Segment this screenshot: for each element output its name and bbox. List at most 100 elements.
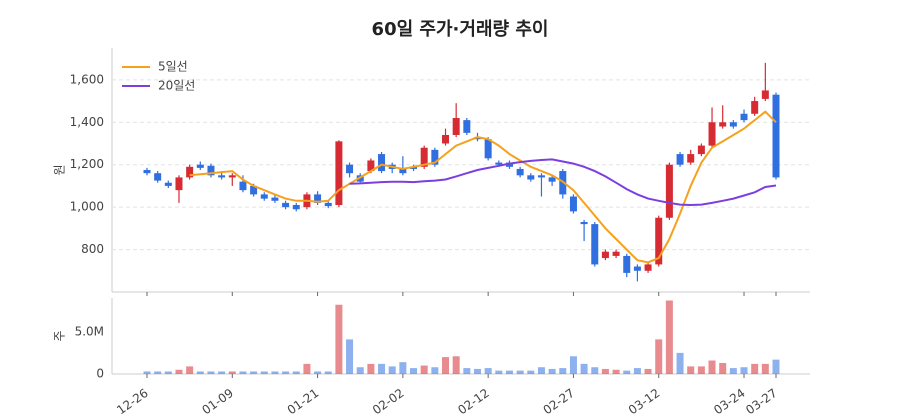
candle-body — [580, 221, 588, 225]
x-tick-label: 12-26 — [114, 386, 151, 417]
volume-bar — [378, 363, 386, 374]
x-tick-label: 02-27 — [541, 386, 578, 417]
candle-body — [367, 160, 375, 172]
candle-body — [143, 170, 151, 174]
volume-bar — [548, 368, 556, 374]
candle-body — [505, 162, 513, 167]
y-tick-label: 0 — [96, 367, 104, 381]
candle-body — [484, 139, 492, 159]
volume-bar — [665, 300, 673, 374]
volume-bar — [719, 363, 727, 374]
candle-body — [452, 118, 460, 135]
candle-body — [751, 101, 759, 114]
candle-body — [239, 181, 247, 191]
volume-bar — [580, 363, 588, 374]
volume-bar — [335, 304, 343, 374]
chart-title: 60일 주가·거래량 추이 — [372, 19, 549, 40]
candle-body — [687, 154, 695, 163]
y-axis-label: 주 — [53, 330, 67, 341]
volume-bar — [537, 367, 545, 374]
volume-bar — [516, 370, 524, 374]
y-tick-label: 5.0M — [75, 324, 104, 338]
candle-body — [697, 145, 705, 155]
candle-body — [719, 122, 727, 127]
volume-bar — [260, 371, 268, 374]
volume-bar — [367, 363, 375, 374]
x-tick-label: 01-21 — [285, 386, 322, 417]
volume-bar — [473, 368, 481, 374]
volume-bar — [697, 366, 705, 374]
volume-bar — [569, 356, 577, 374]
ma-line — [189, 110, 777, 264]
candle-body — [410, 166, 418, 169]
candle-body — [292, 205, 300, 210]
volume-bar — [442, 357, 450, 374]
legend-label: 20일선 — [158, 79, 195, 93]
volume-bar — [431, 367, 439, 374]
y-tick-label: 1,200 — [70, 157, 104, 171]
volume-bar — [186, 366, 194, 374]
volume-bar — [751, 363, 759, 374]
volume-bar — [356, 367, 364, 374]
volume-bar — [292, 371, 300, 374]
y-axis-label: 원 — [53, 164, 67, 175]
x-tick-label: 02-02 — [370, 386, 407, 417]
candle-body — [207, 165, 215, 176]
candle-body — [260, 194, 268, 199]
candle-body — [196, 164, 204, 168]
volume-bar — [239, 371, 247, 374]
candle-body — [218, 175, 226, 178]
volume-bar — [207, 371, 215, 374]
candle-body — [601, 251, 609, 259]
candle-body — [346, 164, 354, 174]
volume-bar — [143, 371, 151, 374]
candle-body — [282, 202, 290, 208]
candle-body — [495, 162, 503, 165]
volume-bar — [623, 370, 631, 374]
y-tick-label: 1,000 — [70, 200, 104, 214]
volume-bar — [740, 367, 748, 374]
candle-body — [676, 154, 684, 165]
volume-bar — [495, 370, 503, 374]
volume-bar — [250, 371, 258, 374]
volume-bar — [175, 369, 183, 374]
volume-bar — [218, 371, 226, 374]
volume-bar — [708, 360, 716, 374]
candle-body — [655, 217, 663, 265]
candle-body — [463, 120, 471, 133]
volume-bar — [164, 371, 172, 374]
candle-body — [623, 255, 631, 273]
volume-bar — [655, 339, 663, 374]
volume-bar — [761, 363, 769, 374]
candle-body — [175, 177, 183, 191]
volume-bar — [282, 371, 290, 374]
volume-bar — [452, 356, 460, 374]
volume-bar — [484, 368, 492, 374]
candle-body — [335, 141, 343, 206]
volume-bar — [324, 371, 332, 374]
y-tick-label: 1,400 — [70, 115, 104, 129]
candle-body — [537, 175, 545, 178]
candle-body — [633, 266, 641, 271]
volume-bar — [559, 368, 567, 374]
volume-bar — [644, 368, 652, 374]
volume-bar — [772, 359, 780, 374]
candle-body — [442, 134, 450, 144]
x-tick-label: 01-09 — [199, 386, 236, 417]
volume-bar — [505, 370, 513, 374]
volume-bar — [154, 371, 162, 374]
candle-body — [516, 168, 524, 176]
candle-body — [612, 251, 620, 256]
y-tick-label: 800 — [81, 242, 104, 256]
volume-bar — [346, 339, 354, 374]
candle-body — [772, 94, 780, 178]
candle-body — [186, 166, 194, 178]
y-tick-label: 1,600 — [70, 72, 104, 86]
volume-bar — [420, 365, 428, 374]
volume-bar — [410, 368, 418, 374]
candle-body — [154, 173, 162, 181]
volume-bar — [633, 368, 641, 374]
volume-bar — [196, 371, 204, 374]
candle-body — [378, 154, 386, 172]
volume-bar — [399, 362, 407, 374]
